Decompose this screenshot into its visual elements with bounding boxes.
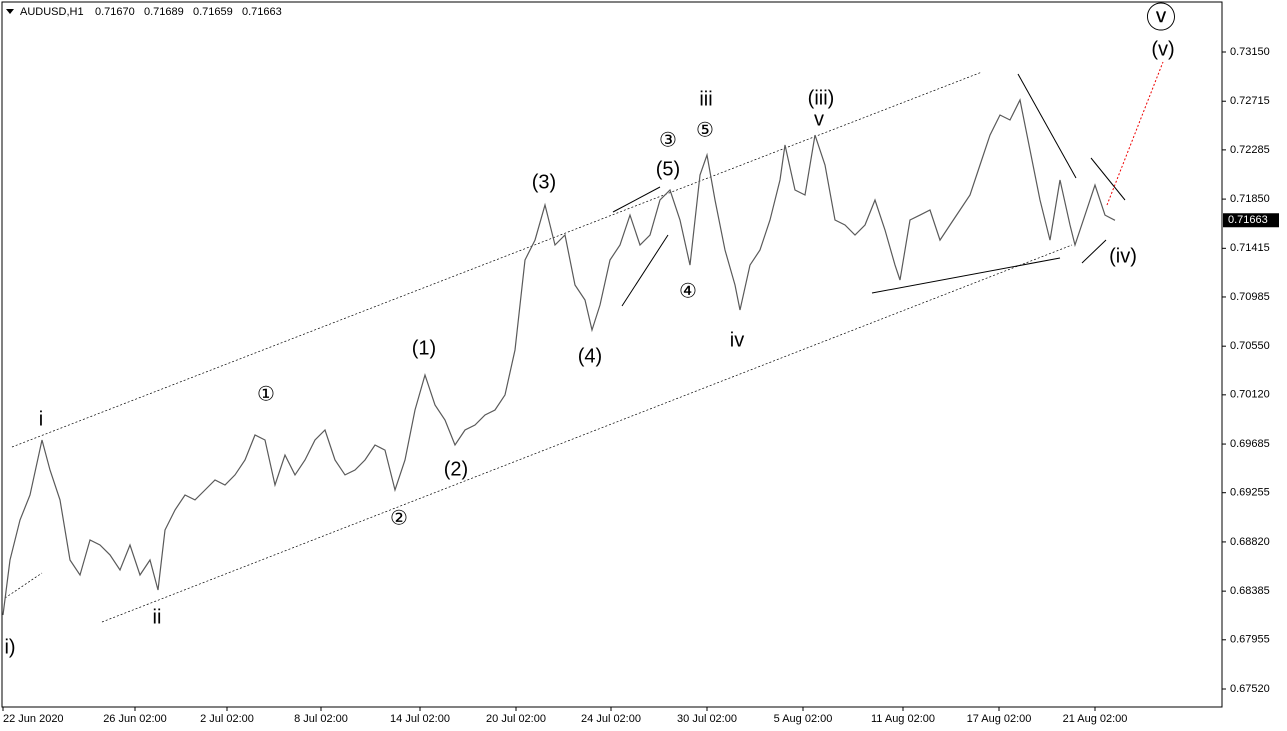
wave-label: ⓥ xyxy=(1146,2,1176,35)
x-tick-label: 30 Jul 02:00 xyxy=(677,713,737,725)
wave-label: ③ xyxy=(659,129,677,151)
wave-label: (iii) xyxy=(808,87,835,109)
y-tick-label: 0.71415 xyxy=(1230,242,1270,254)
y-tick-label: 0.72715 xyxy=(1230,95,1270,107)
wave-label: (1) xyxy=(412,337,436,359)
last-price-label: 0.71663 xyxy=(1228,214,1268,226)
ohlc-value: 0.71670 xyxy=(95,6,135,18)
y-tick-label: 0.69255 xyxy=(1230,487,1270,499)
wave-label: (5) xyxy=(656,158,680,180)
plot-frame xyxy=(1,1,1223,708)
wave-label: (2) xyxy=(444,458,468,480)
y-tick-label: 0.73150 xyxy=(1230,46,1270,58)
x-tick-label: 14 Jul 02:00 xyxy=(390,713,450,725)
wave-label: ii xyxy=(153,606,162,628)
x-tick-label: 5 Aug 02:00 xyxy=(774,713,833,725)
wave-label: iii xyxy=(699,88,712,110)
wave-label: ④ xyxy=(679,280,697,302)
x-tick-label: 2 Jul 02:00 xyxy=(200,713,254,725)
y-tick-label: 0.68385 xyxy=(1230,585,1270,597)
last-price-box xyxy=(1223,213,1279,228)
x-tick-label: 8 Jul 02:00 xyxy=(294,713,348,725)
x-tick-label: 21 Aug 02:00 xyxy=(1063,713,1128,725)
wave-label: ⑤ xyxy=(696,119,714,141)
y-tick-label: 0.72285 xyxy=(1230,144,1270,156)
y-tick-label: 0.71850 xyxy=(1230,193,1270,205)
x-tick-label: 22 Jun 2020 xyxy=(3,713,64,725)
y-tick-label: 0.67520 xyxy=(1230,683,1270,695)
wave-label: (v) xyxy=(1151,38,1174,60)
y-tick-label: 0.68820 xyxy=(1230,536,1270,548)
y-tick-label: 0.69685 xyxy=(1230,438,1270,450)
x-tick-label: 17 Aug 02:00 xyxy=(967,713,1032,725)
y-tick-label: 0.70550 xyxy=(1230,340,1270,352)
ohlc-value: 0.71663 xyxy=(242,6,282,18)
wave-label: (iv) xyxy=(1109,245,1137,267)
ohlc-value: 0.71659 xyxy=(193,6,233,18)
x-tick-label: 20 Jul 02:00 xyxy=(486,713,546,725)
y-tick-label: 0.70120 xyxy=(1230,389,1270,401)
x-tick-label: 24 Jul 02:00 xyxy=(581,713,641,725)
wave-label: i) xyxy=(4,636,15,658)
wave-label: (3) xyxy=(532,171,556,193)
y-tick-label: 0.67955 xyxy=(1230,634,1270,646)
trend-lines xyxy=(4,61,1164,623)
wave-label: i xyxy=(39,408,43,430)
wave-label: ② xyxy=(390,507,408,529)
ohlc-value: 0.71689 xyxy=(144,6,184,18)
wave-label: v xyxy=(814,108,824,130)
menu-arrow[interactable] xyxy=(6,9,14,14)
wave-label: iv xyxy=(730,329,744,351)
chart-title: AUDUSD,H1 xyxy=(20,6,84,18)
y-tick-label: 0.70985 xyxy=(1230,291,1270,303)
wave-label: (4) xyxy=(578,345,602,367)
x-tick-label: 26 Jun 02:00 xyxy=(103,713,167,725)
wave-label: ① xyxy=(257,383,275,405)
price-line xyxy=(2,98,1116,616)
x-tick-label: 11 Aug 02:00 xyxy=(871,713,935,725)
